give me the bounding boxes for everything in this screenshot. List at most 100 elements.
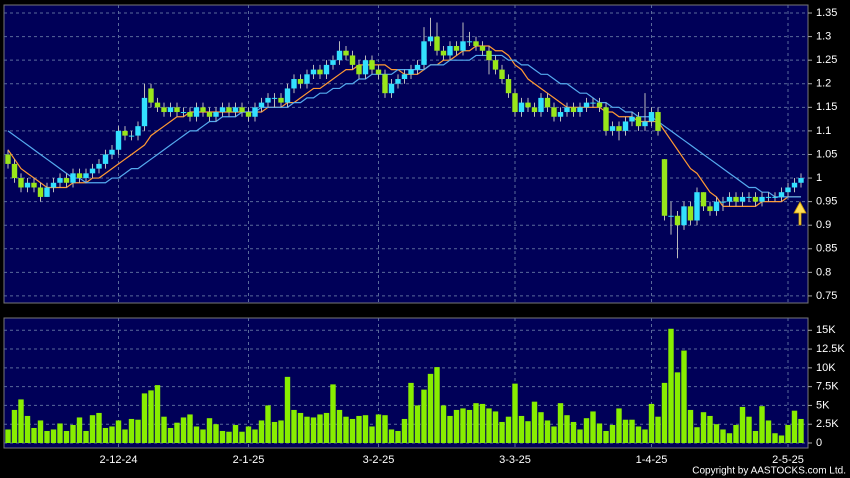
y-tick-label: 0.85 bbox=[816, 243, 837, 255]
candle-body bbox=[343, 50, 349, 56]
candle-body bbox=[713, 201, 720, 212]
candle-body bbox=[603, 107, 609, 131]
volume-bar bbox=[37, 420, 44, 443]
candle-body bbox=[791, 182, 798, 188]
candle-body bbox=[778, 192, 785, 197]
candle-body bbox=[57, 178, 63, 183]
volume-bar bbox=[122, 429, 128, 443]
volume-bar bbox=[213, 424, 219, 443]
volume-bar bbox=[681, 350, 687, 443]
volume-bar bbox=[70, 424, 76, 443]
y-tick-label: 12.5K bbox=[816, 343, 845, 355]
volume-bar bbox=[50, 429, 57, 443]
candle-body bbox=[278, 97, 284, 103]
candle-body bbox=[24, 182, 31, 188]
volume-bar bbox=[791, 410, 798, 443]
candle-body bbox=[258, 102, 265, 108]
volume-bar bbox=[252, 429, 258, 443]
candle-body bbox=[739, 196, 746, 202]
volume-bar bbox=[785, 424, 791, 443]
volume-bar bbox=[343, 416, 349, 443]
candle-body bbox=[707, 206, 713, 212]
volume-bar bbox=[362, 415, 369, 443]
volume-bar bbox=[200, 429, 206, 443]
y-tick-label: 2.5K bbox=[816, 418, 839, 430]
candle-body bbox=[193, 107, 200, 117]
candle-body bbox=[642, 121, 648, 127]
candle-body bbox=[356, 64, 362, 75]
volume-bar bbox=[499, 421, 505, 443]
copyright: Copyright by AASTOCKS.com Ltd. bbox=[692, 466, 846, 477]
candle-body bbox=[336, 50, 343, 61]
candle-body bbox=[687, 206, 694, 221]
x-tick-label: 3-2-25 bbox=[363, 454, 395, 466]
candle-body bbox=[557, 112, 564, 117]
volume-bar bbox=[310, 417, 317, 443]
volume-bar bbox=[473, 403, 479, 443]
candle-body bbox=[304, 74, 310, 84]
volume-bar bbox=[76, 417, 83, 443]
volume-bar bbox=[772, 433, 778, 443]
candle-body bbox=[180, 112, 187, 114]
volume-bar bbox=[193, 426, 200, 443]
y-tick-label: 0.9 bbox=[816, 219, 831, 231]
candle-body bbox=[291, 79, 297, 89]
volume-bar bbox=[720, 429, 726, 443]
volume-bar bbox=[531, 401, 538, 443]
x-tick-label: 2-1-25 bbox=[233, 454, 265, 466]
candle-body bbox=[414, 64, 421, 70]
volume-bar bbox=[369, 426, 375, 443]
candle-body bbox=[31, 182, 37, 188]
y-tick-label: 15K bbox=[816, 324, 836, 336]
candle-body bbox=[700, 192, 707, 207]
candle-body bbox=[109, 149, 115, 155]
volume-bar bbox=[746, 416, 752, 443]
volume-bar bbox=[564, 415, 570, 443]
volume-bar bbox=[440, 405, 447, 443]
candle-body bbox=[447, 46, 453, 56]
candle-body bbox=[609, 126, 616, 131]
volume-bar bbox=[733, 424, 739, 443]
volume-bar bbox=[570, 421, 577, 443]
volume-bar bbox=[278, 420, 284, 443]
candle-body bbox=[681, 206, 687, 226]
candle-body bbox=[577, 107, 583, 113]
volume-bar bbox=[83, 430, 89, 443]
volume-bar bbox=[96, 412, 102, 443]
volume-bar bbox=[661, 382, 668, 443]
candle-body bbox=[213, 112, 219, 117]
y-tick-label: 0 bbox=[816, 437, 822, 449]
y-tick-label: 0.95 bbox=[816, 196, 837, 208]
volume-bar bbox=[336, 409, 343, 443]
candle-body bbox=[492, 60, 499, 70]
candle-body bbox=[167, 107, 174, 113]
candle-body bbox=[330, 60, 336, 65]
candle-body bbox=[720, 201, 726, 203]
volume-bar bbox=[401, 418, 408, 443]
volume-bar bbox=[635, 426, 642, 443]
candle-body bbox=[473, 41, 479, 47]
candle-body bbox=[752, 196, 759, 202]
candle-body bbox=[629, 116, 635, 122]
volume-bar bbox=[778, 435, 785, 443]
candle-body bbox=[226, 107, 232, 113]
candle-body bbox=[434, 36, 440, 51]
volume-bar bbox=[622, 419, 629, 443]
candle-body bbox=[265, 97, 271, 103]
candle-body bbox=[596, 102, 603, 108]
y-tick-label: 1.25 bbox=[816, 54, 837, 66]
x-tick-label: 1-4-25 bbox=[636, 454, 668, 466]
volume-bar bbox=[687, 409, 694, 443]
candle-body bbox=[401, 74, 408, 80]
volume-bar bbox=[349, 418, 356, 443]
candle-body bbox=[154, 102, 161, 108]
volume-bar bbox=[187, 414, 193, 443]
volume-bar bbox=[239, 431, 245, 443]
y-tick-label: 5K bbox=[816, 399, 830, 411]
volume-bar bbox=[739, 406, 746, 443]
candle-body bbox=[733, 196, 739, 202]
candle-body bbox=[382, 74, 388, 94]
volume-bar bbox=[642, 429, 648, 443]
volume-bar bbox=[629, 419, 635, 443]
candle-body bbox=[317, 69, 323, 75]
